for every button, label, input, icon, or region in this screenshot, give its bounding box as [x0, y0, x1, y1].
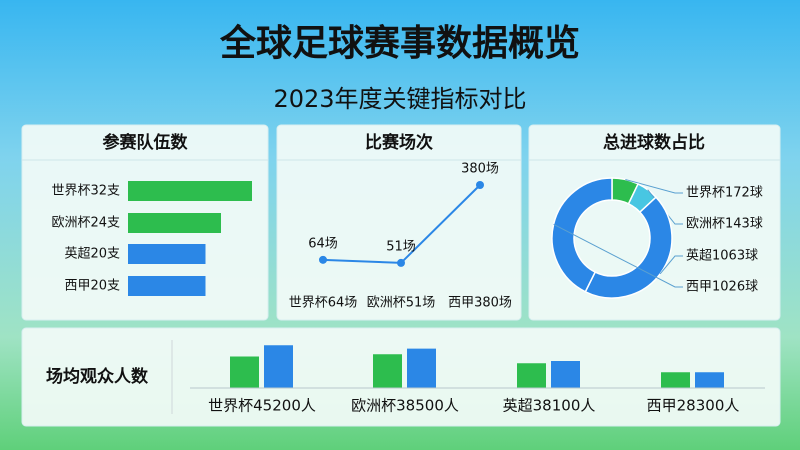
x-tick-label: 世界杯45200人: [208, 397, 316, 415]
legend-label: 西甲1026球: [686, 280, 758, 295]
title: 全球足球赛事数据概览: [219, 22, 580, 64]
point: [476, 181, 484, 189]
legend-label: 世界杯172球: [686, 186, 763, 201]
bar-label: 西甲20支: [64, 279, 120, 294]
legend-label: 英超1063球: [686, 249, 758, 264]
bar: [128, 181, 252, 201]
value-label: 51场: [386, 239, 416, 254]
bar: [661, 372, 690, 388]
chart-title: 总进球数占比: [603, 132, 705, 153]
leader-line: [553, 223, 683, 288]
bar: [128, 276, 206, 296]
bar: [230, 356, 259, 388]
x-tick-label: 西甲28300人: [647, 397, 740, 415]
value-label: 64场: [308, 236, 338, 251]
bar: [695, 372, 724, 388]
point: [319, 255, 327, 264]
slice: [551, 177, 613, 293]
legend-label: 欧洲杯143球: [686, 217, 763, 232]
chart-title: 比赛场次: [365, 132, 433, 153]
x-tick-label: 世界杯64场: [289, 296, 358, 311]
point: [397, 258, 405, 267]
bar-label: 英超20支: [64, 247, 120, 262]
value-label: 380场: [461, 162, 499, 177]
leader-line: [659, 255, 683, 275]
bar: [373, 354, 402, 388]
bar: [551, 361, 580, 388]
bar-label: 世界杯32支: [51, 184, 120, 199]
bar-label: 欧洲杯24支: [51, 216, 120, 231]
bar: [264, 345, 293, 388]
bar: [128, 213, 221, 233]
panel: [276, 124, 522, 321]
x-tick-label: 英超38100人: [503, 397, 596, 415]
x-tick-label: 欧洲杯38500人: [351, 397, 459, 415]
bar: [407, 348, 436, 388]
bar: [517, 363, 546, 388]
x-tick-label: 欧洲杯51场: [367, 296, 436, 311]
slice: [584, 196, 673, 299]
bar: [128, 244, 206, 264]
chart-title: 参赛队伍数: [103, 132, 189, 153]
subtitle: 2023年度关键指标对比: [273, 85, 526, 113]
chart-title: 场均观众人数: [46, 366, 149, 387]
x-tick-label: 西甲380场: [448, 296, 512, 311]
leader-line: [625, 179, 683, 194]
